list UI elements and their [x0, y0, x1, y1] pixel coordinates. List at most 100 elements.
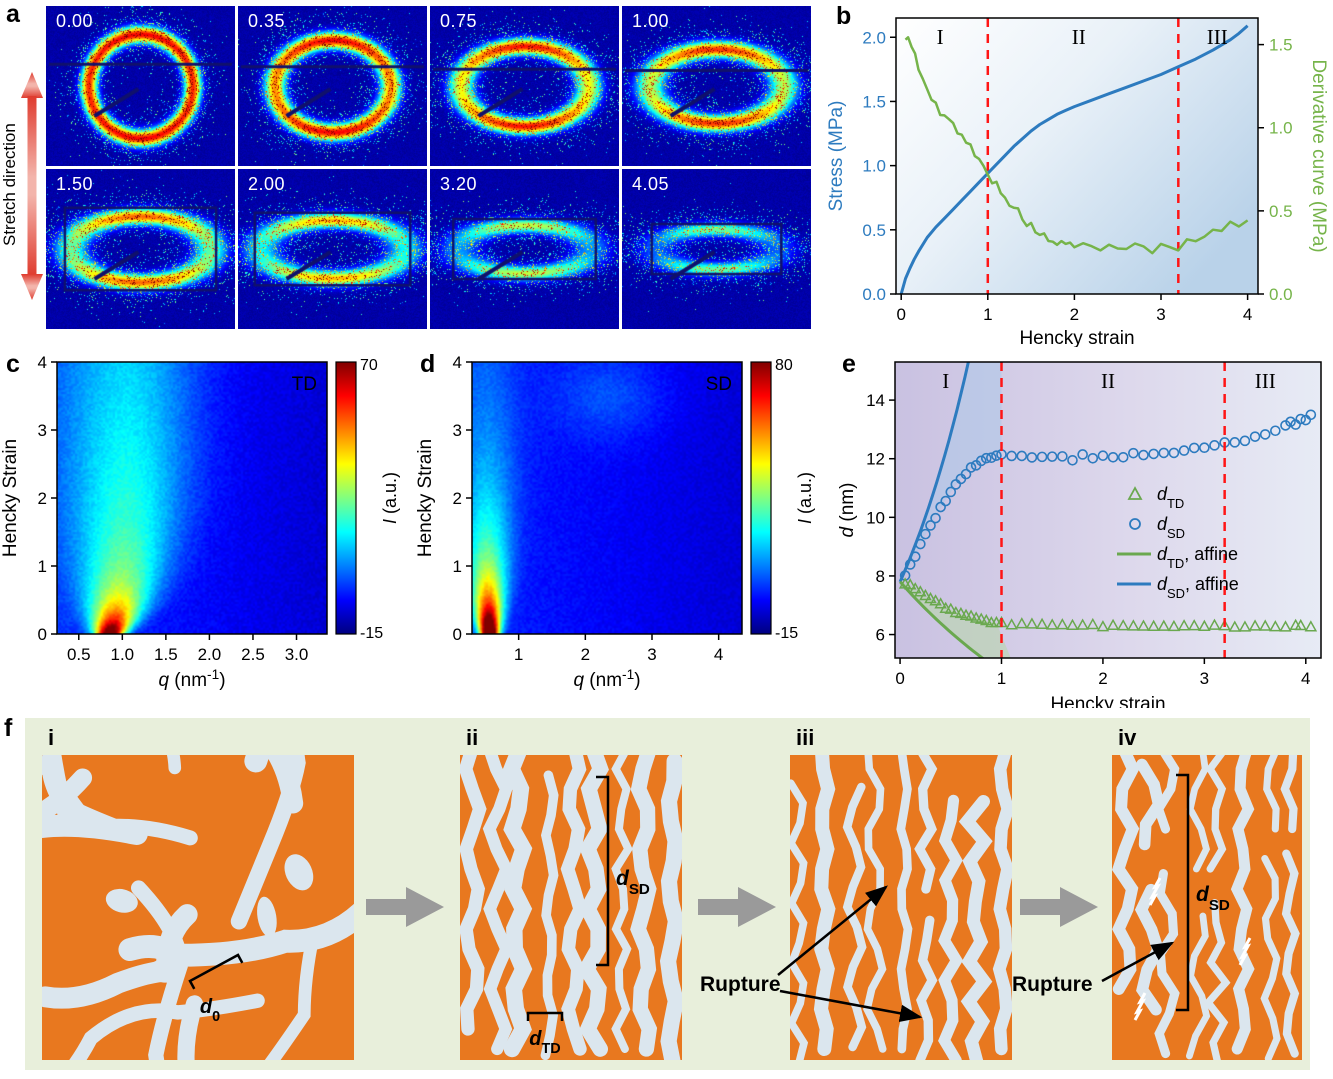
soft-domain-stripe	[482, 755, 513, 1056]
d-sd-marker	[1209, 440, 1220, 451]
saxs-frame: 2.00	[238, 169, 427, 329]
stretch-direction-arrow-icon	[21, 72, 43, 300]
d-td-marker	[1035, 617, 1049, 630]
saxs-pattern-canvas	[430, 169, 619, 329]
d-sd-bracket	[1176, 773, 1190, 1012]
y-tick-label: 10	[866, 508, 885, 527]
y-right-axis-title: Derivative curve (MPa)	[1308, 59, 1329, 252]
x-tick-label: 3	[1156, 305, 1165, 324]
stress-curve	[899, 24, 1249, 295]
soft-domain-stripe	[1112, 755, 1140, 995]
d-td-marker	[929, 594, 942, 606]
colorbar-max-label: 70	[360, 357, 378, 374]
d-sd-marker	[904, 559, 916, 570]
x-tick-label: 3	[1200, 669, 1209, 688]
panel-b-stress-strain-chart: 0 1 2 3 4 0.0 0.5 1.0 1.5 2.0 0.0 0.5 1.0 1.5 I II III St…	[820, 0, 1333, 349]
rupture-crack-mark	[1133, 992, 1147, 1021]
soft-domain-blob	[265, 755, 304, 814]
axes-frame	[895, 17, 1259, 295]
saxs-strain-label: 0.75	[440, 11, 478, 31]
rupture-arrow	[779, 989, 923, 1022]
d-sd-marker	[1107, 451, 1119, 463]
morphology-aligned	[460, 755, 682, 1060]
soft-domain-stripe	[611, 755, 633, 1053]
legend-label: dTD	[1157, 484, 1184, 511]
d-sd-marker	[1026, 452, 1038, 463]
subpanel-label-iii: iii	[796, 725, 814, 750]
saxs-frame: 4.05	[622, 169, 811, 329]
rupture-crack-mark	[1238, 937, 1252, 966]
d-td-marker	[1025, 617, 1039, 629]
y-right-tick-label: 0.0	[1269, 285, 1293, 304]
d0-bracket	[188, 953, 244, 990]
d-sd-marker	[1285, 416, 1296, 428]
x-tick-label: 3.0	[285, 645, 309, 664]
saxs-pattern-grid: 0.00 0.35 0.75 1.00 1.50 2.00 3.20 4.05	[46, 6, 811, 329]
y-left-tick-label: 1.0	[862, 157, 886, 176]
soft-domain-stripe	[1260, 854, 1281, 1060]
y-left-tick-label: 0.5	[862, 221, 886, 240]
x-axis-title: Hencky strain	[1050, 694, 1165, 708]
subpanel-label-i: i	[48, 725, 54, 750]
d-sd-marker	[915, 538, 926, 550]
soft-domain-blob	[42, 768, 93, 823]
panel-label-a: a	[6, 0, 20, 28]
soft-domain-blob	[69, 993, 265, 1060]
d-td-marker	[1218, 619, 1231, 631]
y-right-tick-label: 1.0	[1269, 119, 1293, 138]
d-td-marker	[903, 578, 917, 590]
y-tick-label: 8	[876, 567, 885, 586]
saxs-frame: 1.50	[46, 169, 235, 329]
soft-domain-blob	[148, 959, 180, 983]
x-tick-label: 1.5	[154, 645, 178, 664]
d-sd-marker	[1057, 451, 1068, 462]
soft-domain-stripe	[915, 915, 938, 1060]
d-td-marker	[1127, 619, 1140, 631]
d-sd-marker	[1046, 451, 1058, 462]
d-td-marker	[919, 588, 932, 601]
y-tick-label: 1	[38, 557, 47, 576]
x-tick-label: 2	[1098, 669, 1107, 688]
morphology-rupturing	[790, 755, 1012, 1060]
d-td-marker	[1005, 618, 1018, 630]
y-tick-label: 1	[453, 557, 462, 576]
saxs-strain-label: 0.00	[56, 11, 94, 31]
y-tick-label: 6	[876, 626, 885, 645]
soft-domain-stripe	[560, 755, 588, 1056]
x-tick-label: 0	[895, 669, 904, 688]
plot-background	[896, 18, 1258, 294]
region-label: II	[1101, 369, 1115, 393]
process-arrow-icon	[698, 887, 776, 927]
y-tick-label: 3	[38, 421, 47, 440]
td-heatmap-canvas	[57, 362, 327, 634]
soft-domain-stripe	[577, 755, 609, 1057]
saxs-pattern-canvas	[238, 169, 427, 329]
d-sd-marker	[991, 450, 1002, 461]
colorbar-title: I (a.u.)	[795, 472, 815, 524]
soft-domain-stripe	[630, 755, 658, 1057]
td-affine-shaded-area	[900, 581, 1011, 658]
d-td-marker	[914, 585, 927, 597]
x-axis-title: Hencky strain	[1019, 328, 1134, 347]
subpanel-label-iv: iv	[1118, 725, 1137, 750]
x-tick-label: 0	[896, 305, 905, 324]
y-left-axis-title: Stress (MPa)	[826, 101, 847, 212]
colorbar-min-label: -15	[360, 625, 383, 642]
saxs-frame: 3.20	[430, 169, 619, 329]
y-left-tick-label: 1.5	[862, 92, 886, 111]
d-sd-marker	[1097, 450, 1109, 461]
soft-domain-stripe	[1153, 755, 1180, 834]
d-td-label: dTD	[529, 1028, 560, 1057]
soft-domain-stripe	[1281, 849, 1300, 1058]
colorbar-max-label: 80	[775, 357, 793, 374]
d-td-marker	[1015, 617, 1029, 629]
d-sd-marker	[940, 495, 952, 507]
d-sd-marker	[960, 468, 972, 480]
rupture-arrow	[777, 885, 888, 976]
process-arrow-icon	[366, 887, 444, 927]
d-sd-marker	[1148, 448, 1159, 460]
direction-corner-label: TD	[292, 374, 317, 395]
d-td-marker	[1198, 619, 1211, 631]
rupture-label: Rupture	[1012, 973, 1093, 996]
